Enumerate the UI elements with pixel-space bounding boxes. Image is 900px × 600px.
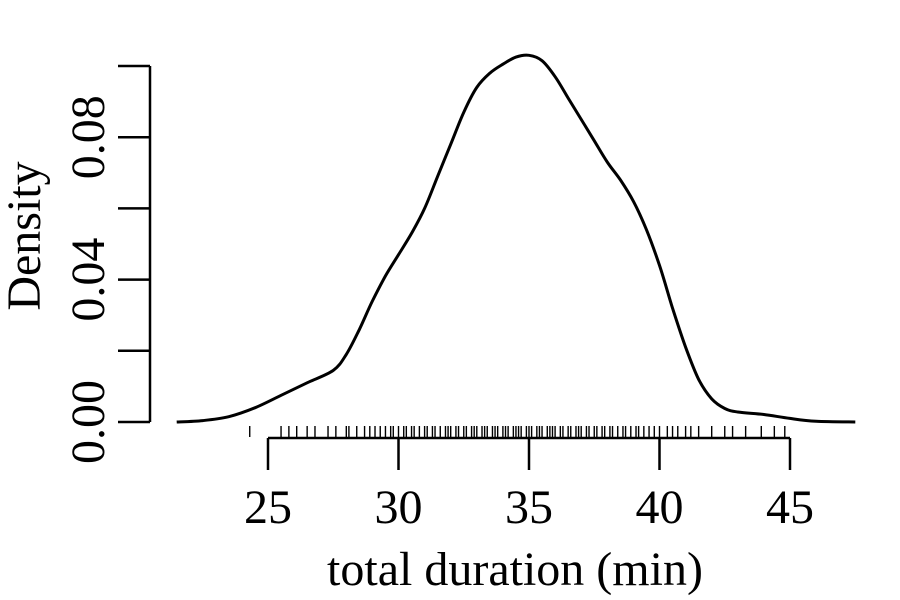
rug-plot [249, 426, 786, 437]
y-axis: 0.00 0.04 0.08 [62, 64, 152, 464]
density-curve [176, 53, 856, 424]
x-tick-label: 35 [505, 481, 553, 534]
y-tick-label: 0.04 [62, 238, 115, 322]
x-tick-label: 40 [636, 481, 684, 534]
y-tick-label: 0.00 [62, 380, 115, 464]
y-tick-label: 0.08 [62, 95, 115, 179]
x-tick-label: 30 [375, 481, 423, 534]
x-tick-label: 25 [244, 481, 292, 534]
density-series [176, 53, 856, 424]
x-tick-label: 45 [766, 481, 814, 534]
x-axis-title: total duration (min) [327, 543, 703, 596]
x-axis: 25 30 35 40 45 [244, 436, 814, 534]
y-axis-title: Density [0, 161, 51, 310]
